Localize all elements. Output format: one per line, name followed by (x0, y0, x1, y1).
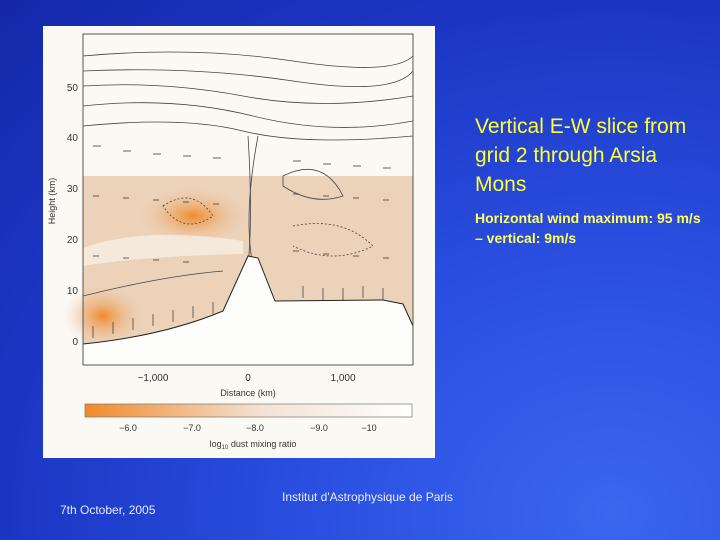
y-axis-label: Height (km) (47, 178, 57, 225)
colorbar-tick: −7.0 (183, 423, 201, 433)
colorbar-tick: −6.0 (119, 423, 137, 433)
x-tick: −1,000 (138, 373, 169, 384)
colorbar-ticks: −6.0 −7.0 −8.0 −9.0 −10 (119, 423, 377, 433)
terrain-arsia-mons (82, 255, 414, 366)
y-axis: 0 10 20 30 40 50 (67, 83, 79, 348)
footer-date: 7th October, 2005 (60, 503, 156, 517)
plot-frame (82, 33, 414, 366)
y-tick: 50 (67, 83, 79, 94)
slide-subtitle: Horizontal wind maximum: 95 m/s – vertic… (475, 210, 701, 246)
x-tick: 1,000 (330, 373, 355, 384)
x-tick: 0 (245, 373, 251, 384)
colorbar-tick: −9.0 (310, 423, 328, 433)
y-tick: 40 (67, 133, 79, 144)
dust-slice-plot: 0 10 20 30 40 50 Height (km) −1,000 0 1,… (47, 33, 414, 451)
y-tick: 0 (72, 337, 78, 348)
colorbar-label: log10 dust mixing ratio (210, 439, 297, 451)
y-tick: 20 (67, 235, 79, 246)
colorbar-tick: −8.0 (246, 423, 264, 433)
figure-panel: 0 10 20 30 40 50 Height (km) −1,000 0 1,… (43, 26, 435, 458)
slide-title: Vertical E-W slice from grid 2 through A… (475, 115, 687, 196)
colorbar-tick: −10 (361, 423, 376, 433)
contour-lines (82, 51, 414, 297)
colorbar (84, 403, 413, 418)
y-tick: 10 (67, 286, 79, 297)
x-axis-label: Distance (km) (220, 388, 276, 398)
y-tick: 30 (67, 184, 79, 195)
footer-institute: Institut d'Astrophysique de Paris (282, 490, 454, 504)
dust-maximum (138, 188, 248, 244)
wind-vectors (92, 145, 391, 338)
x-axis: −1,000 0 1,000 (138, 373, 356, 384)
